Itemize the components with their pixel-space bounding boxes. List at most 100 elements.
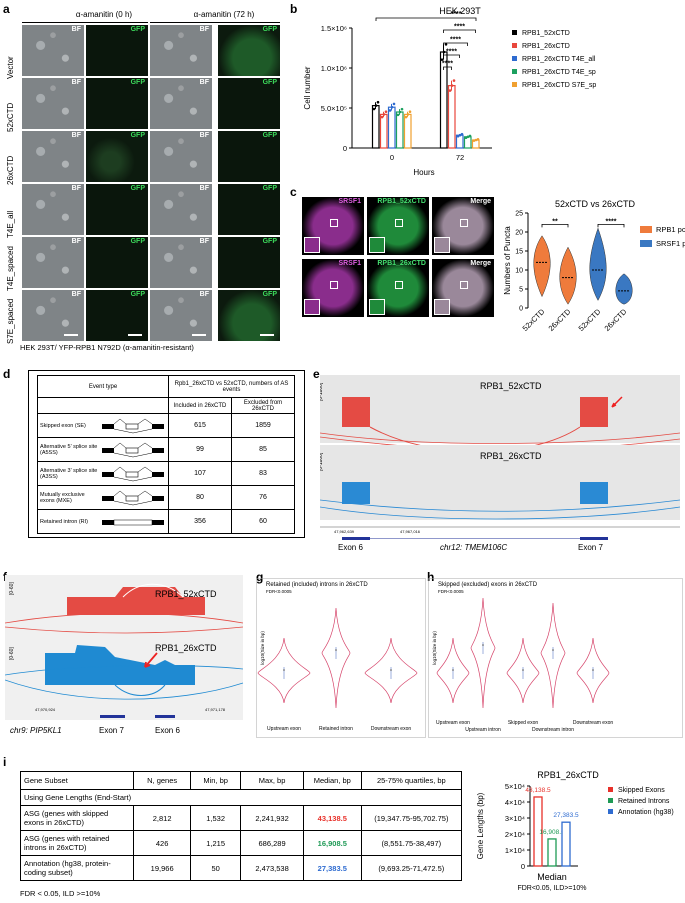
gfp-micrograph: GFP — [218, 25, 280, 76]
i-cell-median: 43,138.5 — [302, 805, 362, 831]
c-sig-label: ** — [552, 218, 558, 225]
panel-label-a: a — [3, 2, 10, 16]
d-event-name: Retained intron (RI) — [40, 518, 88, 525]
i-cell-n: 426 — [133, 830, 192, 856]
h-median — [482, 644, 484, 646]
h-violin — [576, 637, 610, 704]
b-y-tick-label: 1.0×10⁶ — [321, 64, 347, 73]
b-point — [456, 134, 460, 138]
c-inset — [304, 237, 320, 253]
i-cell-max: 2,473,538 — [240, 855, 304, 881]
d-count-cell: 80 — [168, 485, 232, 510]
i-legend-label: Skipped Exons — [618, 787, 665, 794]
h-y-label: log10(Size in bp) — [432, 631, 437, 665]
h-x-tick-label: Skipped exon — [508, 720, 539, 726]
d-count-cell: 83 — [231, 461, 295, 486]
g-x-tick-label: Downstream exon — [371, 726, 412, 732]
c-inset — [369, 237, 385, 253]
b-point — [400, 107, 404, 111]
gfp-micrograph: GFP — [218, 131, 280, 182]
c-sig-label: **** — [606, 218, 617, 225]
gfp-micrograph: GFP — [86, 184, 148, 235]
gfp-micrograph: GFP — [86, 131, 148, 182]
bf-micrograph: BF — [22, 78, 84, 129]
b-point — [472, 139, 476, 142]
gfp-tag: GFP — [262, 185, 277, 192]
b-point — [388, 109, 392, 112]
i-header-cell: Max, bp — [240, 771, 304, 790]
h-violin — [470, 597, 496, 709]
i-cell-median: 16,908.5 — [302, 830, 362, 856]
i-legend-swatch — [608, 798, 613, 803]
scale-bar — [128, 334, 142, 336]
bf-tag: BF — [71, 185, 81, 192]
i-bar-label: 27,383.5 — [553, 812, 579, 819]
panel-a-row-label: T4E_all — [6, 210, 15, 238]
bf-micrograph: BF — [150, 290, 212, 341]
gfp-tag: GFP — [130, 26, 145, 33]
b-legend-label: RPB1_26xCTD — [522, 43, 570, 50]
panel-a-caption: HEK 293T/ YFP-RPB1 N792D (α-amanitin-res… — [20, 343, 194, 352]
b-sig-label: **** — [450, 37, 461, 44]
b-legend-label: RPB1_26xCTD S7E_sp — [522, 82, 596, 89]
gfp-tag: GFP — [262, 132, 277, 139]
c-violin — [589, 227, 607, 301]
f-arrow-icon — [144, 652, 158, 668]
panel-d-table: Event type Rpb1_26xCTD vs 52xCTD, number… — [37, 375, 295, 534]
f-track-label-26: RPB1_26xCTD — [155, 643, 217, 653]
panel-label-g: g — [256, 570, 264, 584]
bf-micrograph: BF — [22, 184, 84, 235]
b-sig-label: **** — [451, 11, 462, 18]
e-junction-arc — [320, 499, 681, 520]
c-inset — [434, 299, 450, 315]
f-range-label: [0-60] — [9, 647, 15, 660]
gfp-micrograph: GFP — [86, 78, 148, 129]
i-chart-title: RPB1_26xCTD — [537, 770, 599, 780]
c-sig-bracket — [541, 224, 569, 228]
d-col-blank — [37, 397, 169, 414]
scale-bar — [260, 334, 274, 336]
h-median — [452, 669, 454, 671]
c-legend-swatch — [640, 240, 652, 247]
i-bar — [561, 821, 571, 867]
panel-b-chart: HEK 293T 0 5.0×10⁵ 1.0×10⁶ 1.5×10⁶ Cell numbe… — [303, 6, 596, 177]
i-y-tick-label: 0 — [521, 862, 525, 871]
i-cell-q: (8,551.75-38,497) — [360, 830, 463, 856]
bf-micrograph: BF — [22, 131, 84, 182]
c-micrograph: Merge — [432, 197, 494, 255]
d-event-name: Alternative 5' splice site (A5SS) — [40, 443, 98, 456]
f-junction-arc — [5, 665, 244, 700]
b-sig-bracket — [443, 42, 468, 46]
d-col-events: Rpb1_26xCTD vs 52xCTD, numbers of AS eve… — [168, 375, 295, 398]
c-micrograph: RPB1_26xCTD — [367, 259, 429, 317]
c-channel-label: SRSF1 — [338, 198, 361, 205]
panel-h-violin: Skipped (excluded) exons in 26xCTDFDR<0.… — [428, 578, 683, 738]
i-chart-foot: FDR<0.05, ILD>=10% — [517, 885, 586, 892]
f-gene-model — [155, 715, 175, 718]
panel-i-chart: RPB1_26xCTD 0 1×10⁴ 2×10⁴ 3×10⁴ 4×10⁴ 5×10⁴ Gen… — [476, 770, 674, 892]
d-count-cell: 1859 — [231, 413, 295, 438]
h-x-tick-label: Downstream exon — [573, 720, 614, 726]
c-micrograph: RPB1_52xCTD — [367, 197, 429, 255]
h-median — [552, 649, 554, 651]
c-title: 52xCTD vs 26xCTD — [555, 199, 636, 209]
h-violin — [506, 637, 540, 704]
g-median — [283, 669, 285, 671]
b-bar — [447, 84, 456, 149]
f-coord-right: 47,971,178 — [205, 707, 226, 712]
panel-c-violin-chart: 52xCTD vs 26xCTD 0 5 10 15 20 25 Numbers of Pun… — [503, 199, 685, 333]
i-cell-name: Annotation (hg38, protein-coding subset) — [19, 855, 135, 881]
c-y-tick-label: 10 — [515, 268, 523, 275]
panel-g-violin: Retained (included) introns in 26xCTDFDR… — [256, 578, 426, 738]
d-col-included: Included in 26xCTD — [168, 397, 232, 414]
g-frame — [256, 578, 426, 738]
b-point — [448, 89, 452, 92]
panel-a-header-line-left — [22, 22, 148, 23]
gfp-micrograph: GFP — [218, 237, 280, 288]
h-x-tick-label: Upstream exon — [436, 720, 470, 726]
bf-micrograph: BF — [150, 78, 212, 129]
i-cell-name: ASG (genes with skipped exons in 26xCTD) — [19, 805, 135, 831]
e-gene-model — [580, 537, 608, 540]
d-col-event-type: Event type — [37, 375, 169, 398]
bf-tag: BF — [199, 185, 209, 192]
